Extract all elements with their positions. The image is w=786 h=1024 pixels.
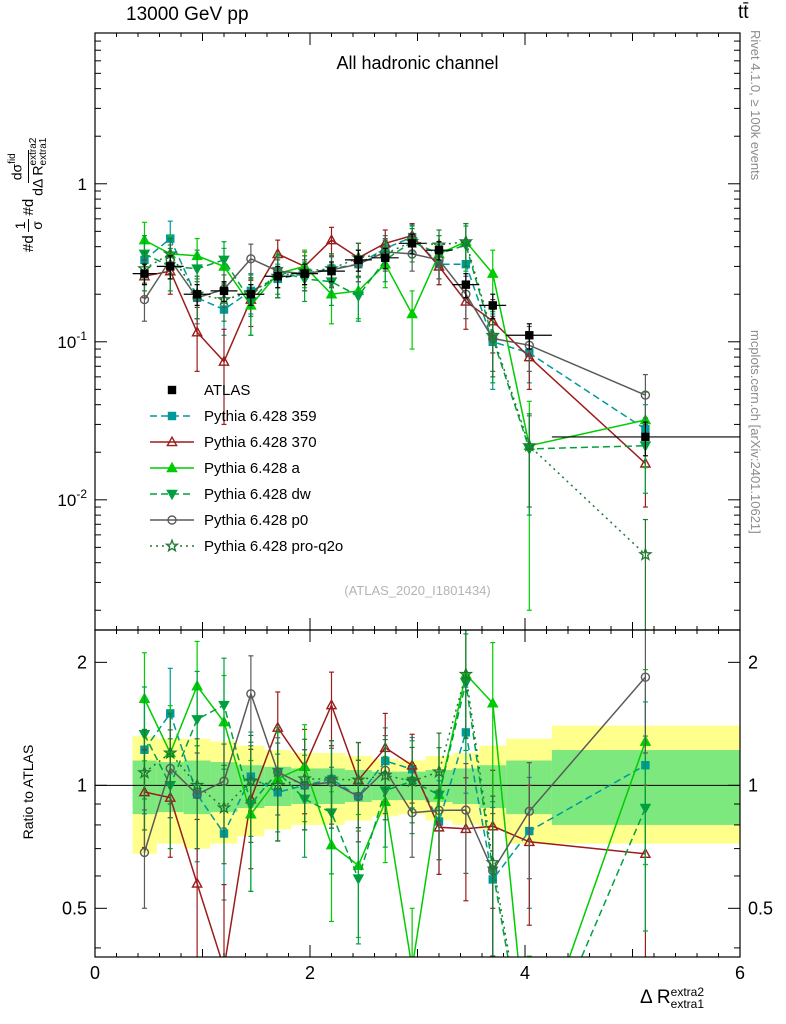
svg-text:1: 1 [748,775,758,795]
svg-text:0.5: 0.5 [748,898,773,918]
svg-text:2: 2 [77,652,87,672]
svg-text:0.5: 0.5 [62,898,87,918]
svg-text:6: 6 [735,963,745,983]
svg-text:2: 2 [305,963,315,983]
main-series-pythia-6-428-370 [138,222,652,508]
svg-text:2: 2 [748,652,758,672]
main-series-pythia-6-428-dw [138,225,652,516]
svg-text:1: 1 [78,175,87,194]
main-series-atlas [132,233,740,457]
main-series-pythia-6-428-pro-q2o [137,222,653,630]
main-panel-frame [94,32,741,631]
main-series-pythia-6-428-a [138,221,652,611]
svg-text:0: 0 [90,963,100,983]
ratio-series-pythia-6-428-370 [138,671,652,957]
svg-text:10-2: 10-2 [57,487,87,510]
ratio-series-pythia-6-428-pro-q2o [137,630,511,957]
svg-text:1: 1 [77,775,87,795]
svg-text:4: 4 [520,963,530,983]
svg-text:10-1: 10-1 [57,329,87,352]
